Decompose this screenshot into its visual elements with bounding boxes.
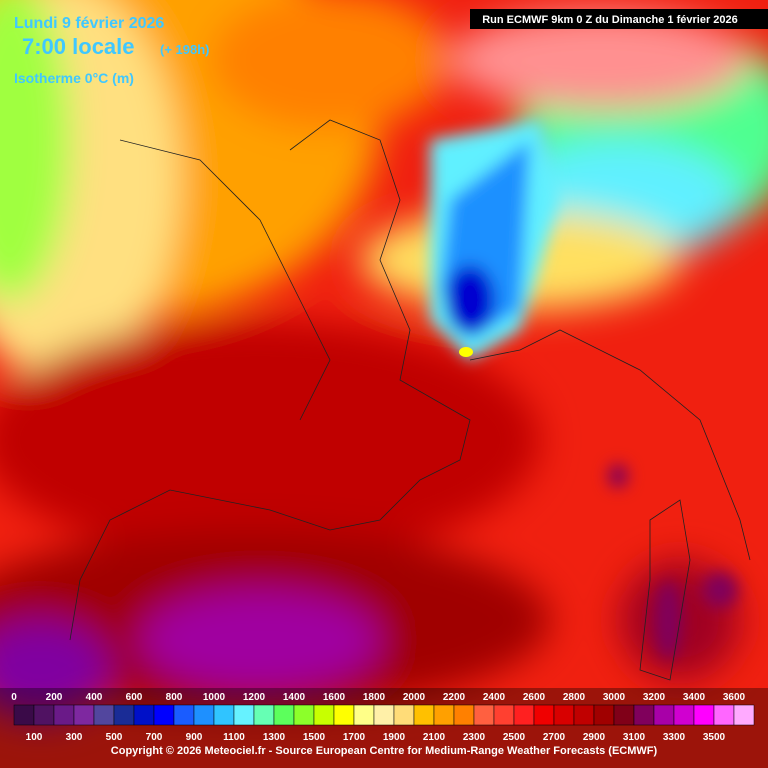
legend-label: 2300	[463, 732, 486, 743]
legend-swatch	[353, 704, 375, 726]
legend-swatch	[153, 704, 175, 726]
legend-swatch	[13, 704, 35, 726]
legend-label: 3100	[623, 732, 646, 743]
legend-label: 1200	[243, 692, 266, 703]
legend-swatch	[213, 704, 235, 726]
legend-swatch	[53, 704, 75, 726]
legend-label: 1300	[263, 732, 286, 743]
legend-label: 3500	[703, 732, 726, 743]
legend-swatch	[173, 704, 195, 726]
legend-swatch	[373, 704, 395, 726]
legend-swatch	[533, 704, 555, 726]
legend-label: 3000	[603, 692, 626, 703]
legend-label: 2200	[443, 692, 466, 703]
copyright: Copyright © 2026 Meteociel.fr - Source E…	[111, 745, 658, 757]
legend-label: 300	[66, 732, 83, 743]
legend-label: 400	[86, 692, 103, 703]
legend-swatch	[473, 704, 495, 726]
borders	[69, 119, 751, 681]
legend-swatch	[513, 704, 535, 726]
legend-label: 1600	[323, 692, 346, 703]
legend-backdrop	[0, 688, 768, 768]
legend-label: 600	[126, 692, 143, 703]
date: Lundi 9 février 2026	[14, 15, 164, 32]
legend-swatch	[453, 704, 475, 726]
legend-swatch	[113, 704, 135, 726]
legend-label: 700	[146, 732, 163, 743]
legend-label: 2900	[583, 732, 606, 743]
legend-swatch	[633, 704, 655, 726]
legend-swatch	[133, 704, 155, 726]
legend-label: 3400	[683, 692, 706, 703]
legend-swatch	[693, 704, 715, 726]
legend-label: 100	[26, 732, 43, 743]
legend-label: 1800	[363, 692, 386, 703]
legend-swatch	[93, 704, 115, 726]
legend-swatch	[433, 704, 455, 726]
legend-label: 2700	[543, 732, 566, 743]
legend-label: 200	[46, 692, 63, 703]
legend-label: 3600	[723, 692, 746, 703]
legend-swatch	[193, 704, 215, 726]
run-box	[470, 9, 768, 29]
legend: 0 200 400 600 800 1000 1200 1400 1600 1800 2000 220…	[11, 692, 755, 743]
legend-swatch	[413, 704, 435, 726]
legend-swatch	[273, 704, 295, 726]
legend-label: 2600	[523, 692, 546, 703]
legend-swatch	[733, 704, 755, 726]
legend-label: 3300	[663, 732, 686, 743]
legend-swatch	[393, 704, 415, 726]
legend-swatch	[33, 704, 55, 726]
legend-label: 1500	[303, 732, 326, 743]
legend-label: 2400	[483, 692, 506, 703]
legend-label: 2000	[403, 692, 426, 703]
legend-swatch	[653, 704, 675, 726]
legend-swatch	[73, 704, 95, 726]
legend-label: 1000	[203, 692, 226, 703]
legend-label: 1900	[383, 732, 406, 743]
legend-label: 2500	[503, 732, 526, 743]
legend-label: 0	[11, 692, 17, 703]
legend-swatch	[573, 704, 595, 726]
legend-swatch	[713, 704, 735, 726]
legend-label: 500	[106, 732, 123, 743]
legend-label: 1100	[223, 732, 245, 743]
legend-swatch	[553, 704, 575, 726]
legend-swatch	[613, 704, 635, 726]
legend-label: 2100	[423, 732, 446, 743]
legend-label: 800	[166, 692, 183, 703]
legend-swatch	[593, 704, 615, 726]
legend-swatch	[493, 704, 515, 726]
offset: (+ 198h)	[160, 42, 210, 57]
legend-label: 1400	[283, 692, 306, 703]
legend-label: 900	[186, 732, 203, 743]
legend-swatch	[253, 704, 275, 726]
legend-swatch	[673, 704, 695, 726]
legend-swatch	[333, 704, 355, 726]
legend-label: 2800	[563, 692, 586, 703]
legend-label: 1700	[343, 732, 366, 743]
run-info: Run ECMWF 9km 0 Z du Dimanche 1 février …	[482, 14, 738, 26]
legend-swatch	[313, 704, 335, 726]
time: 7:00 locale	[22, 34, 135, 59]
legend-label: 3200	[643, 692, 666, 703]
field-name: Isotherme 0°C (m)	[14, 70, 134, 86]
legend-swatch	[293, 704, 315, 726]
legend-swatch	[233, 704, 255, 726]
